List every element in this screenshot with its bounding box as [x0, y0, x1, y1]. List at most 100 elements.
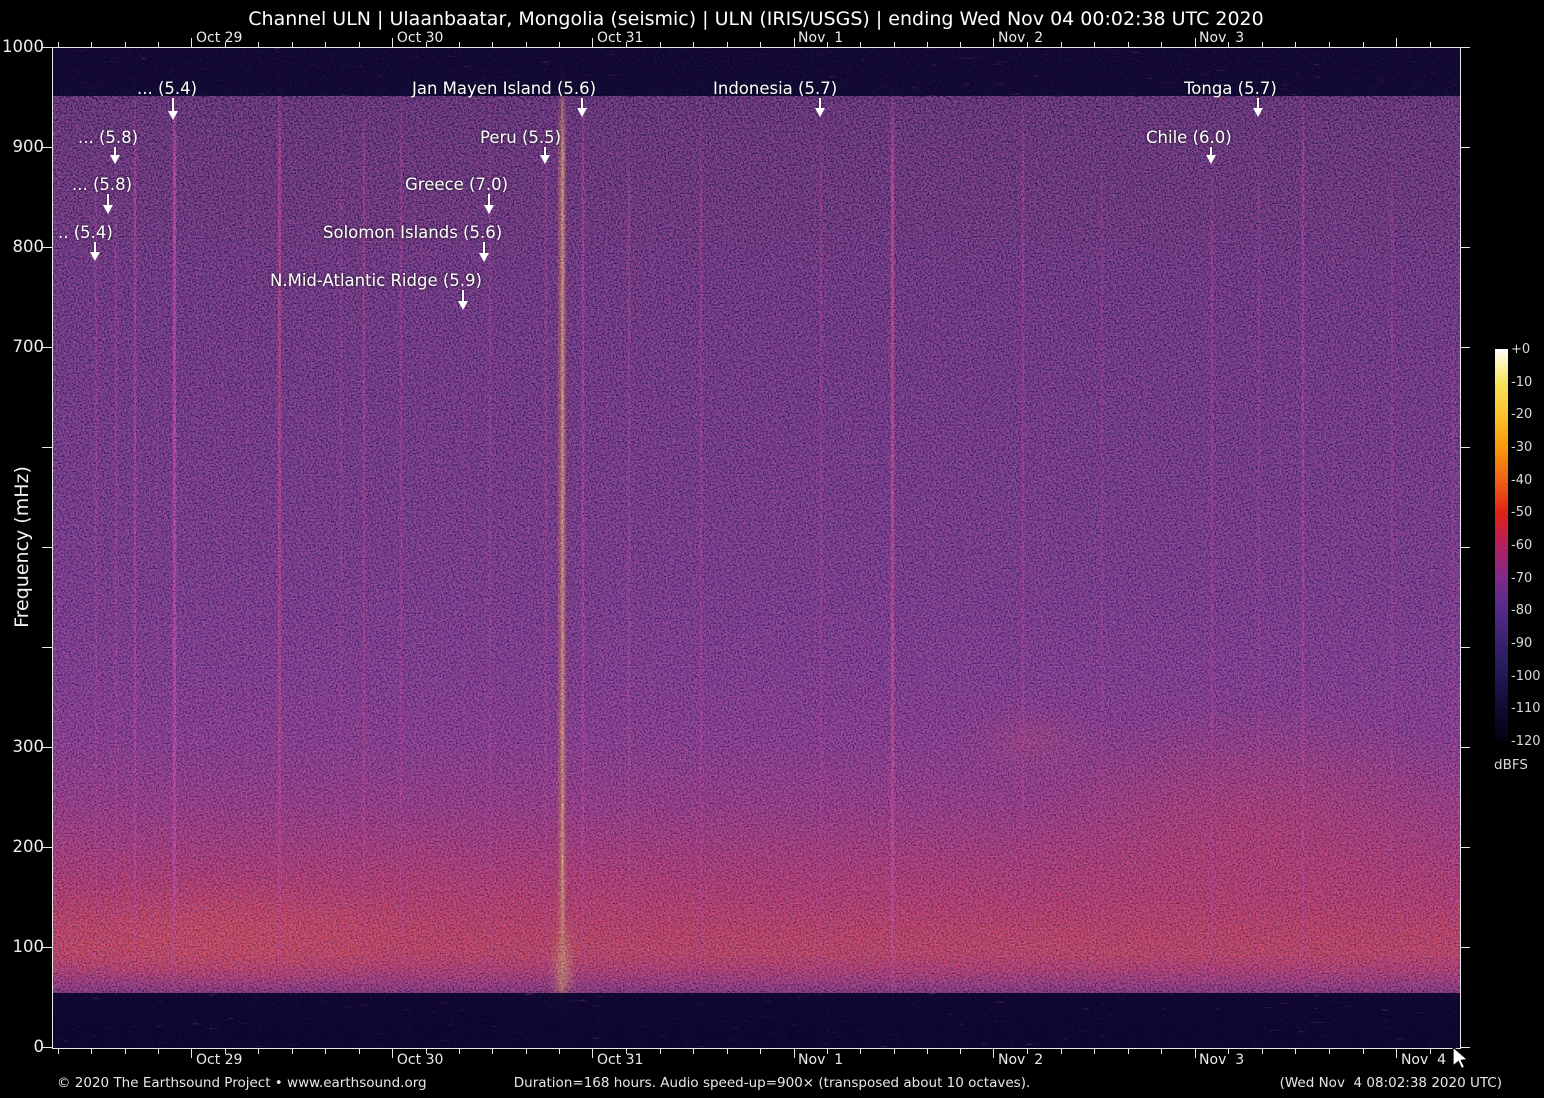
day-label-top: Nov 3	[1199, 30, 1245, 46]
earthquake-streak	[246, 81, 248, 881]
earthquake-streak	[400, 63, 402, 1036]
earthquake-streak	[115, 151, 117, 991]
minor-tick-bottom	[860, 1048, 862, 1054]
minor-tick-top	[425, 42, 427, 47]
earthquake-streak	[700, 89, 702, 1041]
minor-tick-top	[224, 42, 226, 47]
minor-tick-top	[860, 42, 862, 47]
bottom-band-smudge	[867, 990, 875, 1046]
colorbar-tick-label: -60	[1511, 538, 1533, 553]
earthquake-streak	[742, 211, 744, 921]
mouse-cursor-icon	[1452, 1046, 1469, 1070]
bottom-band-smudge	[1055, 990, 1063, 1046]
y-tick-mark-right	[1460, 746, 1470, 748]
bottom-band-smudge	[733, 990, 741, 1046]
earthquake-streak	[1258, 113, 1260, 993]
minor-tick-bottom	[459, 1048, 461, 1054]
day-label-top: Nov 2	[997, 30, 1044, 46]
colorbar-tick-label: -10	[1511, 374, 1533, 390]
minor-tick-top	[124, 42, 126, 47]
minor-tick-top	[1429, 42, 1431, 47]
bottom-band-smudge	[136, 990, 146, 1046]
earthquake-streak	[363, 69, 365, 1033]
day-tick-mark-bottom	[1194, 1048, 1196, 1058]
day-tick-mark-top	[993, 38, 995, 47]
colorbar-tick-label: -40	[1511, 472, 1533, 488]
earthquake-streak	[440, 201, 442, 901]
earthquake-streak	[1332, 151, 1334, 986]
event-annotation: Indonesia (5.7)	[713, 79, 838, 98]
y-axis-label: Frequency (mHz)	[11, 466, 33, 628]
bottom-band-smudge	[1249, 990, 1257, 1046]
y-tick-mark-left	[42, 46, 52, 48]
bottom-band-smudge	[538, 990, 544, 1046]
minor-tick-bottom	[1161, 1048, 1163, 1054]
y-tick-mark-left	[42, 546, 52, 548]
earthquake-streak	[196, 231, 198, 951]
day-tick-mark-bottom	[191, 1048, 193, 1058]
event-arrow-head	[458, 301, 468, 310]
event-annotation: N.Mid-Atlantic Ridge (5.9)	[270, 271, 482, 290]
y-tick-mark-right	[1460, 346, 1470, 348]
day-tick-mark-bottom	[392, 1048, 394, 1058]
earthquake-streak	[862, 151, 864, 951]
minor-tick-top	[1261, 42, 1263, 47]
minor-tick-bottom	[525, 1048, 527, 1054]
colorbar-tick-label: -90	[1511, 636, 1533, 651]
earthquake-streak	[628, 101, 630, 1041]
minor-tick-top	[1026, 42, 1028, 47]
earthquake-streak	[1022, 71, 1024, 1006]
minor-tick-top	[1060, 42, 1062, 47]
minor-tick-bottom	[258, 1048, 260, 1054]
event-arrow-head	[577, 108, 587, 117]
minor-tick-top	[91, 42, 93, 47]
earthquake-streak	[820, 93, 822, 1041]
bottom-band-smudge	[913, 990, 921, 1046]
minor-tick-bottom	[425, 1048, 427, 1054]
minor-tick-top	[1295, 42, 1297, 47]
minor-tick-bottom	[158, 1048, 159, 1054]
minor-tick-top	[459, 42, 461, 47]
y-tick-label: 100	[12, 937, 45, 956]
colorbar-tick-label: -120	[1511, 734, 1541, 749]
bottom-band-smudge	[1393, 990, 1401, 1046]
earthquake-streak	[1042, 211, 1044, 951]
day-tick-mark-top	[592, 38, 594, 47]
event-arrow-head	[540, 155, 550, 164]
event-arrow-head	[1253, 108, 1263, 117]
bottom-band-smudge	[1435, 990, 1443, 1046]
event-arrow-shaft	[172, 98, 174, 112]
y-tick-mark-right	[1460, 146, 1470, 148]
earthquake-streak	[134, 77, 136, 1003]
bottom-band-smudge	[597, 990, 605, 1046]
event-arrow-head	[484, 205, 494, 214]
earthquake-streak	[545, 109, 547, 986]
earthquake-streak	[1302, 59, 1304, 1041]
minor-tick-top	[893, 42, 895, 47]
day-tick-mark-top	[191, 38, 193, 47]
y-tick-mark-right	[1460, 246, 1470, 248]
event-annotation: ... (5.4)	[137, 79, 198, 98]
earthquake-streak	[156, 211, 158, 956]
day-label-top: Oct 31	[596, 30, 644, 46]
bottom-band-smudge	[1103, 990, 1111, 1046]
y-tick-label: 800	[12, 237, 45, 256]
bottom-band-smudge	[1295, 990, 1303, 1046]
bottom-band-smudge	[211, 990, 219, 1046]
event-annotation: Tonga (5.7)	[1184, 79, 1277, 98]
day-label-top: Oct 29	[195, 30, 243, 46]
minor-tick-bottom	[1060, 1048, 1062, 1054]
spectrogram-plot	[52, 47, 1461, 1049]
bottom-band-smudge	[249, 990, 257, 1046]
minor-tick-top	[926, 42, 928, 47]
minor-tick-bottom	[57, 1048, 59, 1054]
colorbar	[1495, 349, 1508, 741]
earthquake-streak	[1101, 131, 1103, 986]
y-tick-mark-left	[42, 646, 52, 648]
colorbar-tick-label: -100	[1511, 668, 1541, 684]
minor-tick-bottom	[726, 1048, 728, 1054]
footer-timestamp: (Wed Nov 4 08:02:38 2020 UTC)	[1279, 1075, 1502, 1091]
colorbar-tick-label: +0	[1511, 342, 1531, 357]
minor-tick-bottom	[1127, 1048, 1129, 1054]
event-annotation: .. (5.4)	[58, 223, 113, 242]
